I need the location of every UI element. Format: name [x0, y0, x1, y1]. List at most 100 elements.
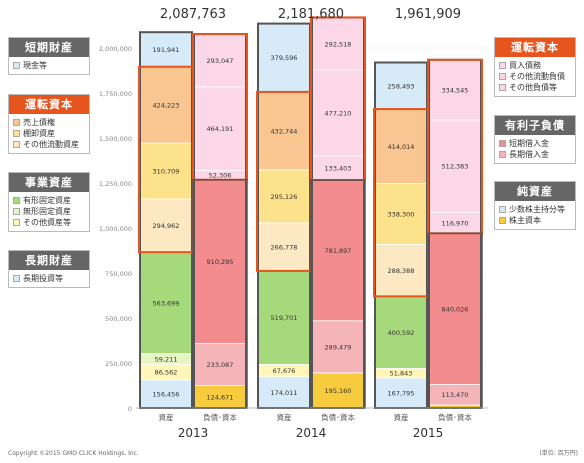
y-tick-label: 500,000	[105, 315, 132, 323]
liab-value-label: 840,026	[442, 305, 469, 313]
y-tick-label: 1,000,000	[99, 225, 132, 233]
legend-swatch	[13, 208, 20, 215]
liab-value-label: 464,191	[207, 125, 234, 133]
legend-title: 運転資本	[9, 95, 89, 114]
legend-box: 事業資産有形固定資産 無形固定資産 その他資産等	[8, 172, 90, 232]
asset-value-label: 266,778	[271, 243, 298, 251]
y-tick-label: 2,000,000	[99, 45, 132, 53]
asset-value-label: 86,562	[155, 369, 178, 377]
liab-value-label: 113,470	[442, 391, 469, 399]
assets-axis-label: 資産	[277, 412, 292, 422]
legend-label: 売上債権	[23, 118, 55, 127]
y-tick-label: 1,500,000	[99, 135, 132, 143]
liab-axis-label: 負債･資本	[203, 412, 237, 422]
asset-value-label: 288,388	[388, 267, 415, 275]
liab-axis-label: 負債･資本	[438, 412, 472, 422]
legend-label: 株主資本	[509, 216, 541, 225]
legend-swatch	[499, 206, 506, 213]
legend-swatch	[499, 84, 506, 91]
legend-label: 長期投資等	[23, 274, 63, 283]
liab-value-label: 781,897	[325, 247, 352, 255]
year-total: 2,181,680	[278, 7, 344, 22]
asset-value-label: 432,744	[271, 127, 298, 135]
legend-swatch	[499, 73, 506, 80]
legend-label: 買入債務	[509, 61, 541, 70]
legend-title: 短期財産	[9, 38, 89, 57]
liab-value-label: 477,210	[325, 110, 352, 118]
legend-swatch	[499, 151, 506, 158]
liab-value-label: 910,295	[207, 258, 234, 266]
legend-title: 有利子負債	[495, 116, 575, 135]
legend-body: 少数株主持分等 株主資本	[495, 201, 575, 229]
legend-swatch	[13, 197, 20, 204]
copyright-text: Copyright ©2015 GMO CLICK Holdings, Inc.	[8, 450, 139, 457]
liab-value-label: 289,479	[325, 343, 352, 351]
asset-value-label: 295,126	[271, 193, 298, 201]
legend-swatch	[13, 141, 20, 148]
legend-box: 長期財産長期投資等	[8, 250, 90, 288]
legend-body: 長期投資等	[9, 270, 89, 287]
asset-value-label: 424,223	[153, 101, 180, 109]
legend-box: 運転資本 買入債務 その他流動負債 その他負債等	[494, 37, 576, 97]
legend-label: 有形固定資産	[23, 196, 71, 205]
legend-item: 売上債権	[9, 117, 89, 128]
legend-item: その他流動負債	[495, 71, 575, 82]
legend-box: 運転資本売上債権棚卸資産その他流動資産	[8, 94, 90, 154]
legend-title: 純資産	[495, 182, 575, 201]
legend-item: 買入債務	[495, 60, 575, 71]
legend-label: 棚卸資産	[23, 129, 55, 138]
liab-value-label: 133,403	[325, 165, 352, 173]
asset-value-label: 67,676	[273, 367, 296, 375]
unit-text: (単位: 百万円)	[539, 448, 578, 457]
year-total: 1,961,909	[395, 7, 461, 22]
asset-value-label: 379,596	[271, 54, 298, 62]
liab-value-label: 195,160	[325, 387, 352, 395]
liab-value-label: 52,306	[209, 172, 232, 180]
legend-swatch	[13, 219, 20, 226]
legend-item: 無形固定資産	[9, 206, 89, 217]
legend-label: 無形固定資産	[23, 207, 71, 216]
legend-swatch	[13, 62, 20, 69]
legend-swatch	[13, 275, 20, 282]
asset-value-label: 563,699	[153, 299, 180, 307]
legend-body: 買入債務 その他流動負債 その他負債等	[495, 57, 575, 96]
legend-item: 長期借入金	[495, 149, 575, 160]
asset-value-label: 51,843	[390, 370, 413, 378]
liab-value-label: 334,545	[442, 86, 469, 94]
legend-label: その他資産等	[23, 218, 71, 227]
liab-value-label: 292,518	[325, 40, 352, 48]
asset-value-label: 294,962	[153, 222, 180, 230]
asset-value-label: 156,456	[153, 390, 180, 398]
legend-box: 短期財産現金等	[8, 37, 90, 75]
y-tick-label: 1,750,000	[99, 90, 132, 98]
y-tick-label: 1,250,000	[99, 180, 132, 188]
liab-axis-label: 負債･資本	[321, 412, 355, 422]
legend-title: 運転資本	[495, 38, 575, 57]
legend-item: その他負債等	[495, 82, 575, 93]
legend-item: 少数株主持分等	[495, 204, 575, 215]
legend-label: 現金等	[23, 61, 47, 70]
legend-item: 短期借入金	[495, 138, 575, 149]
asset-value-label: 338,300	[388, 211, 415, 219]
legend-label: その他流動資産	[23, 140, 79, 149]
y-tick-label: 250,000	[105, 360, 132, 368]
year-label: 2015	[413, 426, 444, 440]
liab-value-label: 116,970	[442, 219, 469, 227]
liab-value-label: 293,047	[207, 57, 234, 65]
legend-swatch	[499, 217, 506, 224]
asset-value-label: 414,014	[388, 143, 415, 151]
legend-body: 短期借入金 長期借入金	[495, 135, 575, 163]
asset-value-label: 519,701	[271, 314, 298, 322]
year-label: 2014	[296, 426, 327, 440]
liab-value-label: 233,087	[207, 361, 234, 369]
legend-swatch	[13, 119, 20, 126]
legend-title: 長期財産	[9, 251, 89, 270]
legend-label: 長期借入金	[509, 150, 549, 159]
legend-box: 純資産 少数株主持分等 株主資本	[494, 181, 576, 230]
assets-axis-label: 資産	[394, 412, 409, 422]
legend-title: 事業資産	[9, 173, 89, 192]
legend-item: 長期投資等	[9, 273, 89, 284]
legend-body: 現金等	[9, 57, 89, 74]
y-tick-label: 750,000	[105, 270, 132, 278]
